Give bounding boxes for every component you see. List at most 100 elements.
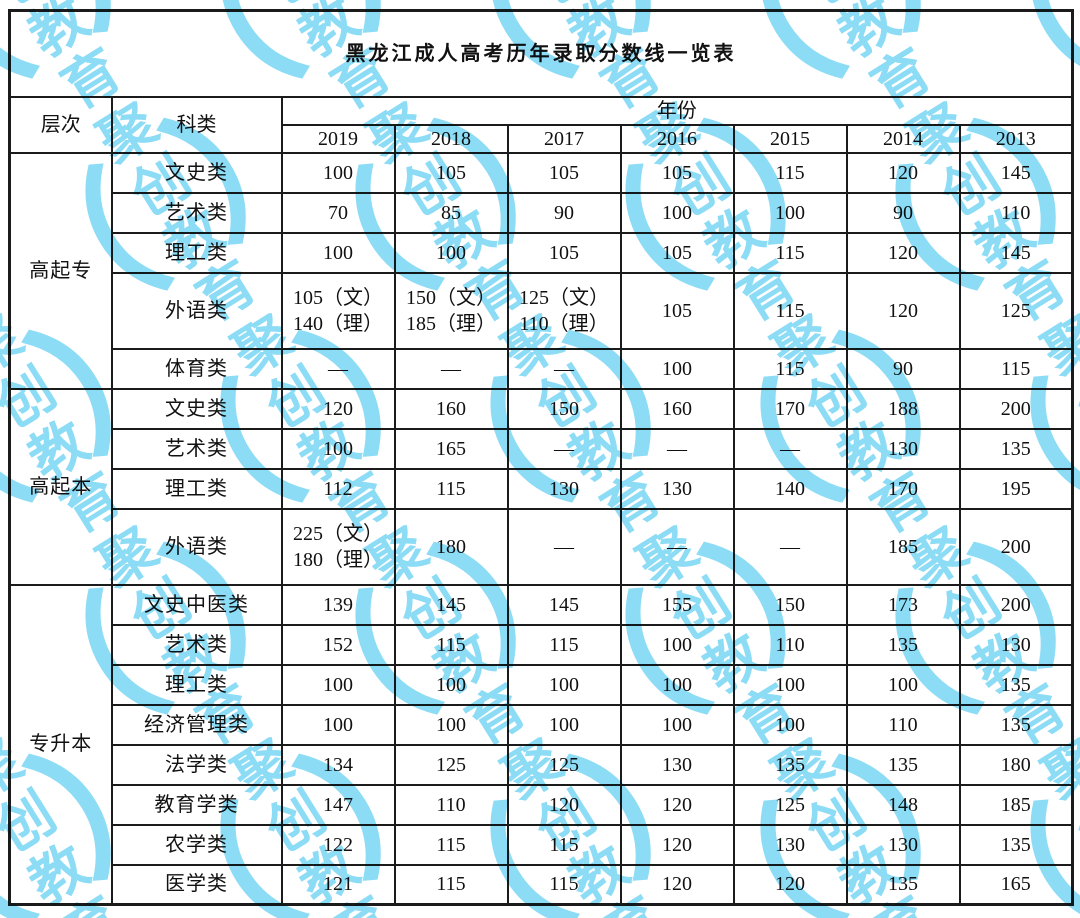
score-cell: —: [506, 507, 622, 586]
score-cell: 100: [732, 191, 848, 234]
score-cell: 200: [958, 507, 1074, 586]
score-cell: 120: [845, 151, 961, 194]
score-cell: 125（文） 110（理）: [506, 271, 622, 350]
score-cell: 105: [506, 151, 622, 194]
score-cell: 195: [958, 467, 1074, 510]
category-cell: 经济管理类: [110, 703, 283, 746]
score-cell: 145: [958, 151, 1074, 194]
score-cell: 100: [732, 703, 848, 746]
score-cell: 120: [619, 823, 735, 866]
score-cell: 105: [619, 231, 735, 274]
score-cell: 165: [958, 863, 1074, 906]
score-cell: 105: [506, 231, 622, 274]
score-cell: 120: [280, 387, 396, 430]
score-cell: —: [393, 347, 509, 390]
score-cell: 130: [845, 427, 961, 470]
category-cell: 文史中医类: [110, 583, 283, 626]
score-cell: 100: [619, 703, 735, 746]
score-cell: 135: [845, 863, 961, 906]
score-cell: 173: [845, 583, 961, 626]
score-cell: 135: [958, 703, 1074, 746]
score-cell: 200: [958, 387, 1074, 430]
score-cell: 135: [845, 623, 961, 666]
table-row: 艺术类 152 115 115 100 110 135 130: [10, 623, 1074, 666]
score-cell: —: [619, 507, 735, 586]
score-cell: 115: [732, 151, 848, 194]
score-cell: 140: [732, 467, 848, 510]
table-row: 农学类 122 115 115 120 130 130 135: [10, 823, 1074, 866]
score-cell: 100: [393, 663, 509, 706]
table-row: 高起本 文史类 120 160 150 160 170 188 200: [8, 387, 1074, 586]
score-cell: 115: [732, 347, 848, 390]
category-cell: 外语类: [110, 271, 283, 350]
score-cell: 130: [845, 823, 961, 866]
score-table: 黑龙江成人高考历年录取分数线一览表 层次 科类 年份 2019 2018 201…: [8, 9, 1075, 906]
category-cell: 文史类: [110, 387, 283, 430]
score-cell: 112: [280, 467, 396, 510]
score-cell: 120: [845, 231, 961, 274]
score-cell: 225（文） 180（理）: [280, 507, 396, 586]
score-cell: 121: [280, 863, 396, 906]
category-cell: 体育类: [110, 347, 283, 390]
score-cell: 115: [506, 623, 622, 666]
header-year-2017: 2017: [506, 123, 622, 154]
score-cell: 100: [280, 427, 396, 470]
category-cell: 理工类: [110, 663, 283, 706]
table-row: 专升本 文史中医类 139 145 145 155 150 173 200: [8, 583, 1074, 906]
score-cell: 85: [393, 191, 509, 234]
score-cell: 180: [958, 743, 1074, 786]
score-cell: 115: [393, 623, 509, 666]
table-row: 外语类 105（文） 140（理） 150（文） 185（理） 125（文） 1…: [10, 271, 1074, 350]
page-title: 黑龙江成人高考历年录取分数线一览表: [8, 9, 1074, 98]
score-cell: 150（文） 185（理）: [393, 271, 509, 350]
category-cell: 文史类: [110, 151, 283, 194]
score-cell: 120: [619, 783, 735, 826]
score-table-container: 黑龙江成人高考历年录取分数线一览表 层次 科类 年份 2019 2018 201…: [8, 9, 1075, 906]
score-cell: 155: [619, 583, 735, 626]
header-year: 年份: [280, 95, 1074, 126]
score-cell: 135: [732, 743, 848, 786]
table-row: 经济管理类 100 100 100 100 100 110 135: [10, 703, 1074, 746]
score-cell: 160: [393, 387, 509, 430]
table-row: 体育类 — — — 100 115 90 115: [10, 347, 1074, 390]
score-cell: 100: [845, 663, 961, 706]
category-cell: 医学类: [110, 863, 283, 906]
score-cell: 152: [280, 623, 396, 666]
table-row: 医学类 121 115 115 120 120 135 165: [10, 863, 1074, 906]
score-cell: 105: [393, 151, 509, 194]
score-cell: —: [506, 347, 622, 390]
score-cell: 145: [506, 583, 622, 626]
score-cell: 130: [619, 743, 735, 786]
score-cell: 115: [393, 863, 509, 906]
score-cell: 100: [393, 703, 509, 746]
score-cell: 165: [393, 427, 509, 470]
score-cell: 120: [732, 863, 848, 906]
score-cell: 122: [280, 823, 396, 866]
score-cell: 100: [280, 703, 396, 746]
category-cell: 艺术类: [110, 427, 283, 470]
score-cell: 70: [280, 191, 396, 234]
score-cell: 125: [732, 783, 848, 826]
score-cell: 148: [845, 783, 961, 826]
score-cell: 147: [280, 783, 396, 826]
score-cell: 110: [958, 191, 1074, 234]
score-cell: 115: [506, 823, 622, 866]
score-cell: 145: [393, 583, 509, 626]
table-row: 法学类 134 125 125 130 135 135 180: [10, 743, 1074, 786]
score-cell: 188: [845, 387, 961, 430]
score-cell: 105: [619, 271, 735, 350]
score-cell: 100: [506, 703, 622, 746]
score-cell: 100: [393, 231, 509, 274]
score-cell: 100: [506, 663, 622, 706]
category-cell: 艺术类: [110, 623, 283, 666]
score-cell: 115: [732, 271, 848, 350]
score-cell: 115: [393, 823, 509, 866]
score-cell: 130: [958, 623, 1074, 666]
score-cell: —: [732, 507, 848, 586]
header-year-2013: 2013: [958, 123, 1074, 154]
score-cell: 100: [280, 231, 396, 274]
score-cell: 90: [845, 191, 961, 234]
header-year-2019: 2019: [280, 123, 396, 154]
score-cell: —: [732, 427, 848, 470]
score-cell: 105: [619, 151, 735, 194]
